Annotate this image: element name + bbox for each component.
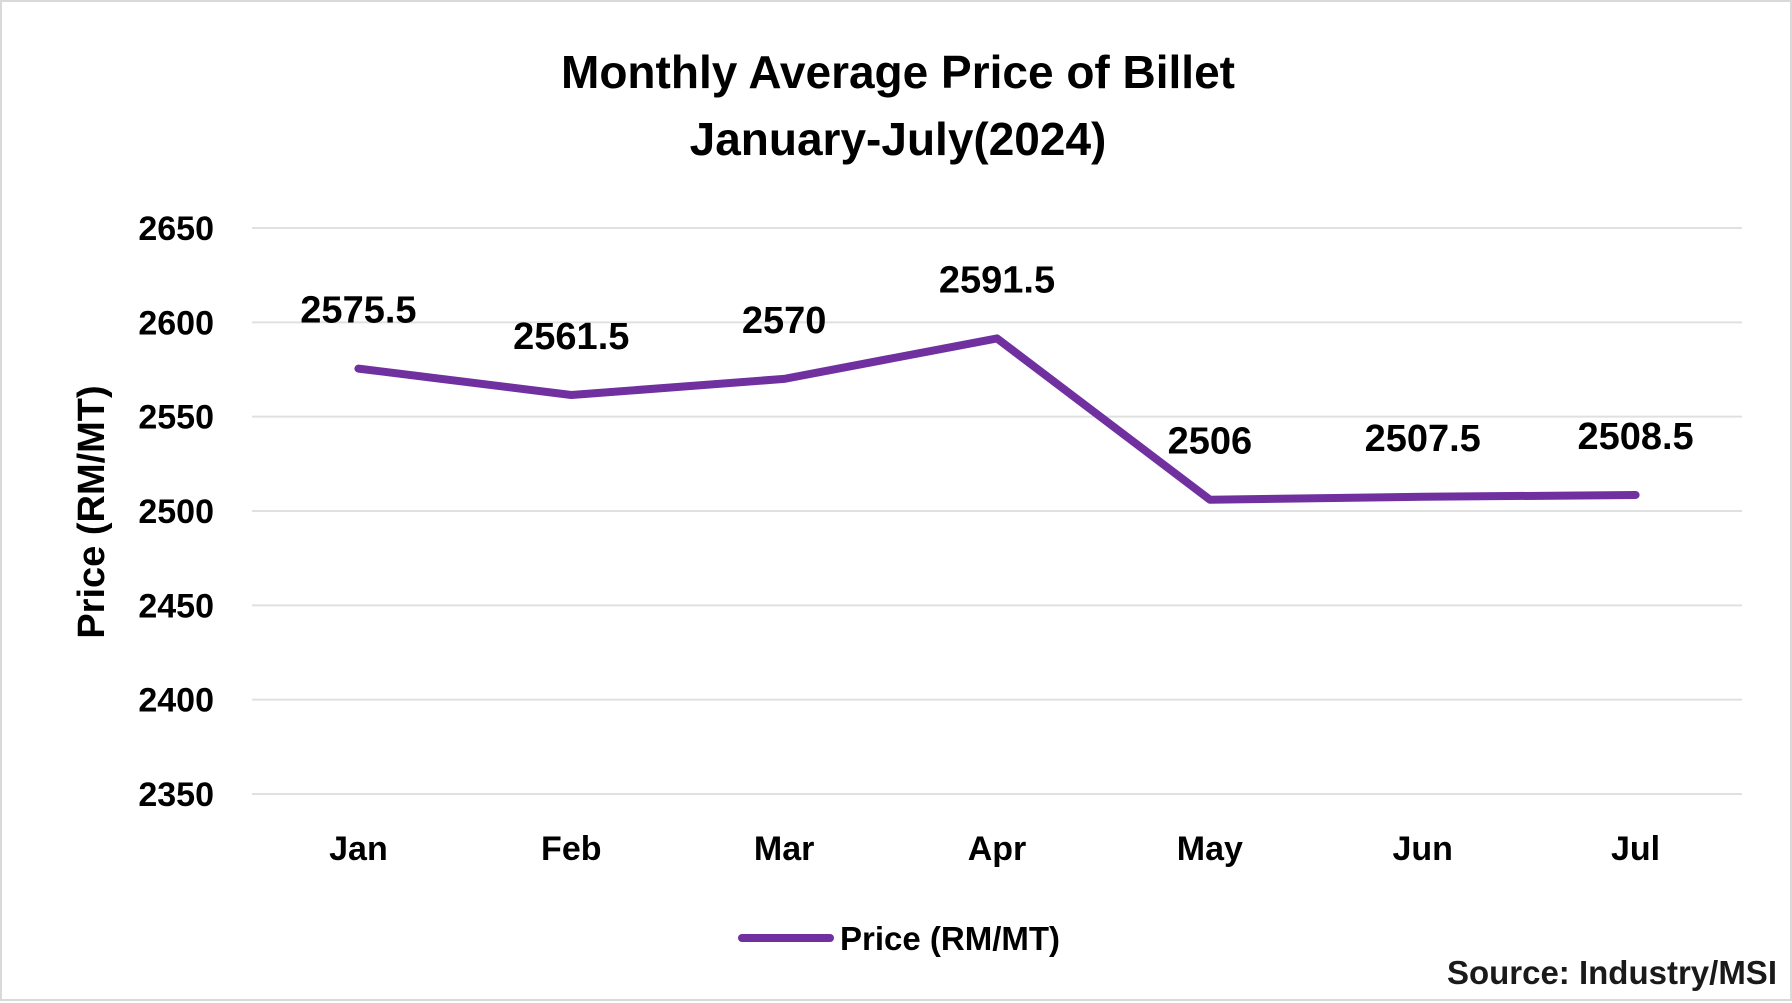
x-tick-label: Jul: [1611, 830, 1660, 868]
chart-title: Monthly Average Price of Billet: [561, 46, 1235, 98]
x-tick-label: Apr: [968, 830, 1027, 868]
x-tick-label: May: [1177, 830, 1243, 868]
y-tick-label: 2400: [138, 682, 214, 720]
legend-label: Price (RM/MT): [840, 920, 1060, 957]
chart-subtitle: January-July(2024): [690, 113, 1107, 165]
gridlines: [252, 228, 1742, 794]
y-tick-label: 2650: [138, 210, 214, 248]
x-tick-label: Jan: [329, 830, 388, 868]
x-tick-label: Jun: [1392, 830, 1452, 868]
y-tick-label: 2350: [138, 776, 214, 814]
data-label: 2507.5: [1365, 418, 1481, 460]
y-axis-title: Price (RM/MT): [71, 385, 113, 638]
data-label: 2575.5: [300, 290, 416, 332]
legend: Price (RM/MT): [742, 920, 1060, 957]
data-labels: 2575.5 2561.5 2570 2591.5 2506 2507.5 2508.5: [300, 259, 1693, 462]
data-label: 2561.5: [513, 316, 629, 358]
source-note: Source: Industry/MSI: [1447, 954, 1777, 991]
y-axis-tick-labels: 2650 2600 2550 2500 2450 2400 2350: [138, 210, 214, 814]
x-tick-label: Feb: [541, 830, 601, 868]
y-tick-label: 2500: [138, 493, 214, 531]
x-tick-label: Mar: [754, 830, 814, 868]
y-tick-label: 2600: [138, 304, 214, 342]
data-label: 2570: [742, 300, 827, 342]
data-label: 2508.5: [1577, 416, 1693, 458]
data-label: 2591.5: [939, 259, 1055, 301]
x-axis-tick-labels: Jan Feb Mar Apr May Jun Jul: [329, 830, 1660, 868]
y-tick-label: 2450: [138, 587, 214, 625]
y-tick-label: 2550: [138, 399, 214, 437]
data-label: 2506: [1168, 421, 1253, 463]
